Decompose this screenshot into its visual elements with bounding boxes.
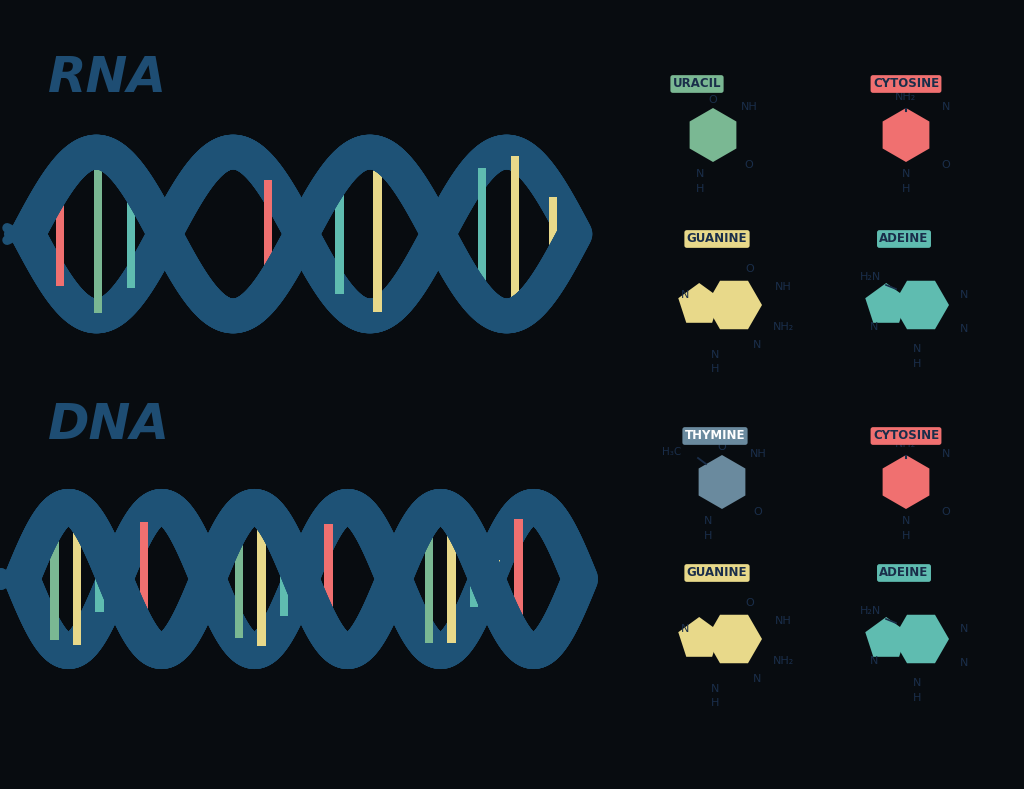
Bar	[425, 515, 433, 643]
Text: RNA: RNA	[48, 54, 167, 102]
Text: N: N	[942, 449, 950, 459]
Text: H: H	[696, 184, 705, 194]
Text: GUANINE: GUANINE	[687, 233, 748, 245]
Bar	[140, 522, 148, 636]
Polygon shape	[865, 617, 907, 656]
Bar	[302, 570, 310, 589]
Text: N: N	[959, 290, 968, 300]
Text: O: O	[942, 160, 950, 170]
Text: CYTOSINE: CYTOSINE	[872, 77, 939, 91]
Text: NH₂: NH₂	[895, 92, 916, 102]
Text: NH: NH	[774, 282, 792, 292]
Text: H: H	[902, 531, 910, 541]
Bar	[492, 560, 501, 598]
Polygon shape	[893, 281, 949, 329]
Text: H₂N: H₂N	[859, 272, 881, 282]
Text: N: N	[696, 169, 705, 179]
Text: H: H	[711, 698, 719, 708]
Bar	[470, 551, 478, 607]
Text: N: N	[959, 658, 968, 668]
Bar	[127, 180, 135, 288]
Text: N: N	[711, 684, 719, 694]
Bar	[447, 515, 456, 643]
Text: N: N	[711, 350, 719, 360]
Text: ADEINE: ADEINE	[880, 567, 929, 579]
Bar	[73, 513, 81, 645]
Text: O: O	[942, 507, 950, 517]
Polygon shape	[678, 283, 720, 323]
Text: NH₂: NH₂	[895, 439, 916, 449]
Text: O: O	[754, 507, 763, 517]
Text: N: N	[869, 656, 879, 666]
Bar	[549, 197, 557, 271]
Text: O: O	[718, 442, 726, 452]
Bar	[94, 155, 102, 313]
Text: NH₂: NH₂	[772, 656, 794, 666]
Bar	[55, 182, 63, 286]
Bar	[257, 512, 265, 646]
Polygon shape	[883, 455, 930, 509]
Bar	[95, 546, 103, 612]
Bar	[302, 228, 310, 241]
Text: H: H	[912, 359, 922, 369]
Text: NH: NH	[740, 102, 758, 112]
Text: H₂N: H₂N	[859, 606, 881, 616]
Text: O: O	[744, 160, 754, 170]
Bar	[325, 525, 333, 634]
Polygon shape	[893, 615, 949, 664]
Bar	[264, 180, 272, 288]
Text: N: N	[912, 678, 922, 688]
Text: NH: NH	[750, 449, 766, 459]
Text: N: N	[753, 340, 761, 350]
Text: O: O	[745, 598, 755, 608]
Polygon shape	[706, 615, 762, 664]
Bar	[514, 519, 522, 639]
Text: N: N	[959, 624, 968, 634]
Text: N: N	[681, 624, 689, 634]
Text: GUANINE: GUANINE	[687, 567, 748, 579]
Text: N: N	[753, 674, 761, 684]
Text: NH₂: NH₂	[772, 322, 794, 332]
Polygon shape	[698, 455, 745, 509]
Text: N: N	[902, 169, 910, 179]
Text: ADEINE: ADEINE	[880, 233, 929, 245]
Text: N: N	[942, 102, 950, 112]
Polygon shape	[706, 281, 762, 329]
Text: H: H	[711, 364, 719, 374]
Text: N: N	[959, 324, 968, 334]
Polygon shape	[689, 108, 736, 162]
Text: DNA: DNA	[48, 401, 170, 449]
Text: H: H	[902, 184, 910, 194]
Bar	[374, 156, 382, 312]
Polygon shape	[865, 283, 907, 323]
Bar	[118, 566, 126, 592]
Bar	[234, 520, 244, 638]
Text: NH: NH	[774, 616, 792, 626]
Bar	[439, 227, 447, 241]
Text: CYTOSINE: CYTOSINE	[872, 429, 939, 443]
Text: THYMINE: THYMINE	[685, 429, 745, 443]
Text: O: O	[745, 264, 755, 274]
Text: H₃C: H₃C	[663, 447, 682, 457]
Text: H: H	[703, 531, 712, 541]
Polygon shape	[678, 617, 720, 656]
Text: O: O	[709, 95, 718, 105]
Text: H: H	[912, 693, 922, 703]
Text: N: N	[912, 344, 922, 354]
Text: URACIL: URACIL	[673, 77, 721, 91]
Text: N: N	[902, 516, 910, 526]
Bar	[280, 542, 288, 615]
Bar	[50, 518, 58, 640]
Text: N: N	[681, 290, 689, 300]
Bar	[511, 156, 519, 312]
Bar	[335, 174, 343, 294]
Bar	[477, 168, 486, 300]
Bar	[165, 228, 174, 240]
Polygon shape	[883, 108, 930, 162]
Text: N: N	[703, 516, 712, 526]
Text: N: N	[869, 322, 879, 332]
